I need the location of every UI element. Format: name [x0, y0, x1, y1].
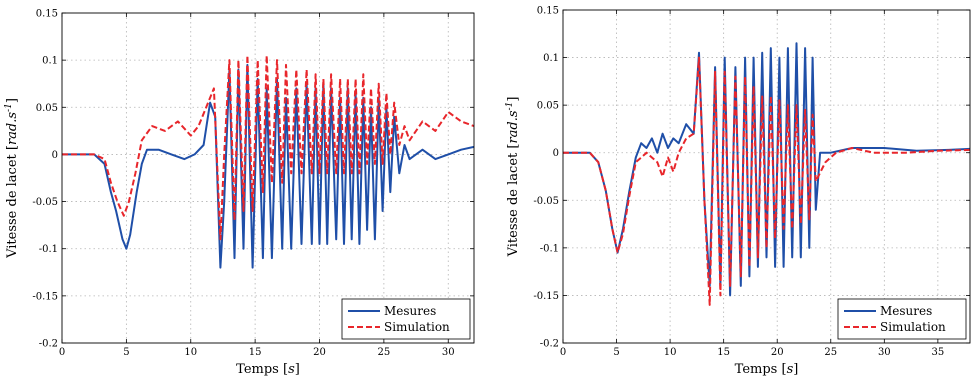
x-tick-label: 35: [932, 347, 945, 358]
legend-box: [341, 298, 471, 340]
x-axis-label: Temps [s]: [735, 362, 799, 377]
y-tick-label: -0.1: [39, 244, 58, 255]
x-tick-label: 20: [771, 347, 784, 358]
y-tick-label: -0.15: [533, 291, 559, 302]
x-tick-label: 0: [560, 347, 566, 358]
x-tick-label: 25: [824, 347, 837, 358]
x-tick-label: 30: [442, 347, 455, 358]
y-tick-label: 0.15: [36, 9, 58, 20]
y-tick-label: 0.15: [537, 6, 559, 17]
chart-left: 0 5 10 15 20 25 30 0.15 0.1 0.05 0 -0.05 -0.1 -0.15 -0…: [4, 9, 475, 377]
y-tick-label: 0.05: [537, 101, 559, 112]
x-tick-label: 0: [59, 347, 65, 358]
y-tick-label: -0.15: [32, 291, 58, 302]
chart-right: 0 5 10 15 20 25 30 35 0.15 0.1 0.05 0 -0.05 -0.1 -0.15…: [505, 6, 971, 377]
y-axis-label: Vitesse de lacet [rad.s-1]: [505, 97, 521, 258]
series-line-simulation: [563, 56, 970, 306]
plot-area: [563, 10, 970, 343]
plot-frame: [562, 9, 971, 344]
y-tick-label: 0.05: [36, 103, 58, 114]
x-tick-label: 30: [878, 347, 891, 358]
legend-label-simulation: Simulation: [880, 320, 946, 334]
y-tick-label: 0: [52, 150, 58, 161]
legend-label-simulation: Simulation: [384, 320, 450, 334]
plot-area: [62, 13, 474, 343]
y-tick-label: -0.2: [39, 339, 58, 350]
plot-frame: [61, 12, 475, 344]
y-tick-label: 0: [553, 148, 559, 159]
x-tick-label: 5: [613, 347, 619, 358]
y-axis-label: Vitesse de lacet [rad.s-1]: [4, 98, 20, 259]
x-tick-label: 20: [313, 347, 326, 358]
x-axis-label: Temps [s]: [236, 362, 300, 377]
legend-box: [837, 298, 967, 340]
y-tick-label: -0.2: [540, 339, 559, 350]
y-tick-label: -0.05: [32, 197, 58, 208]
x-tick-label: 5: [123, 347, 129, 358]
x-tick-label: 15: [717, 347, 730, 358]
x-tick-label: 10: [664, 347, 677, 358]
y-tick-label: -0.05: [533, 196, 559, 207]
x-tick-label: 10: [184, 347, 197, 358]
y-tick-label: -0.1: [540, 243, 559, 254]
legend-label-mesures: Mesures: [384, 304, 436, 318]
series-line-mesures: [62, 63, 474, 269]
y-tick-label: 0.1: [42, 56, 58, 67]
y-tick-label: 0.1: [543, 53, 559, 64]
legend-label-mesures: Mesures: [880, 304, 932, 318]
x-tick-label: 25: [378, 347, 391, 358]
x-tick-label: 15: [249, 347, 262, 358]
